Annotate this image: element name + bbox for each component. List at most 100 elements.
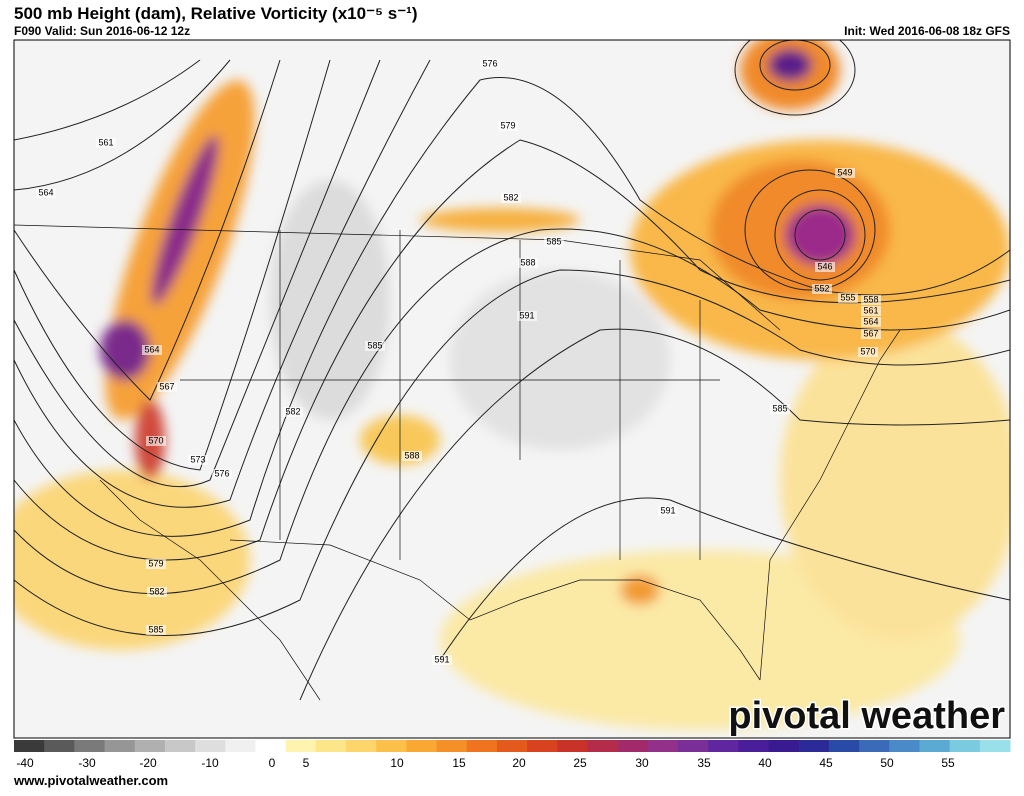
contour-label-bg [402,451,422,461]
colorbar-swatch [617,740,649,752]
contour-label: 588 [520,257,535,267]
contour-label: 555 [840,292,855,302]
contour-label: 573 [190,454,205,464]
colorbar-tick-label: 5 [303,756,310,770]
contour-label: 579 [148,558,163,568]
colorbar-swatch [436,740,468,752]
contour-label-bg [157,382,177,392]
contour-label: 591 [519,310,534,320]
colorbar-tick-label: 25 [573,756,587,770]
watermark: pivotal weather [728,695,1005,737]
contour-label: 588 [404,450,419,460]
contour-label: 582 [149,586,164,596]
contour-label-bg [815,262,835,272]
colorbar-swatch [768,740,800,752]
contour-label-bg [147,587,167,597]
contour-label: 546 [817,261,832,271]
contour-label: 567 [159,381,174,391]
contour-label: 564 [38,187,53,197]
contour-label-bg [861,317,881,327]
colorbar-swatch [315,740,347,752]
colorbar-swatch [134,740,166,752]
contour-label: 564 [144,344,159,354]
contour-label-bg [658,506,678,516]
contour-label: 570 [148,435,163,445]
map-frame [13,39,1011,739]
colorbar-swatch [949,740,981,752]
colorbar-swatch [828,740,860,752]
boundaries [14,224,901,701]
colorbar-tick-label: 20 [512,756,526,770]
contour-label: 558 [863,294,878,304]
colorbar-swatch [587,740,619,752]
contour-label: 552 [814,283,829,293]
colorbar-swatch [738,740,770,752]
colorbar-swatch [557,740,588,752]
colorbar-swatch [678,740,709,752]
colorbar-swatch [406,740,438,752]
colorbar-swatch [527,740,558,752]
footer-url: www.pivotalweather.com [13,773,168,788]
colorbar-swatch [919,740,951,752]
contour-label: 576 [482,58,497,68]
contour-label: 570 [860,346,875,356]
valid-time: F090 Valid: Sun 2016-06-12 12z [14,24,190,38]
contour-label-bg [770,404,790,414]
contour-label-bg [498,121,518,131]
contour-label-bg [146,436,166,446]
contour-label-bg [861,295,881,305]
colorbar-tick-label: -30 [78,756,96,770]
map [14,40,1010,738]
colorbar-tick-label: 10 [390,756,404,770]
colorbar-swatch [889,740,920,752]
contour-label-bg [858,347,878,357]
colorbar-swatch [164,740,196,752]
colorbar-swatch [708,740,739,752]
contour-label: 561 [863,305,878,315]
colorbar-tick-label: 30 [635,756,649,770]
contour-label-bg [861,306,881,316]
colorbar-swatch [496,740,528,752]
contour-label: 579 [500,120,515,130]
contour-label-bg [283,407,303,417]
colorbar-swatch [466,740,498,752]
init-time: Init: Wed 2016-06-08 18z GFS [844,24,1010,38]
colorbar-tick-label: 15 [452,756,466,770]
colorbar: -40 -30 -20 -10 0 5 10 15 20 25 30 35 40 45 50 55 [14,740,1011,770]
colorbar-swatch [285,740,317,752]
contour-label-bg [146,559,166,569]
contour-label-bg [96,138,116,148]
colorbar-swatch [195,740,226,752]
contour-label: 567 [863,328,878,338]
colorbar-swatch [104,740,136,752]
contour-label-bg [146,625,166,635]
colorbar-swatch [74,740,106,752]
contour-label: 576 [214,468,229,478]
contour-label-bg [812,284,832,294]
contour-label: 582 [503,192,518,202]
colorbar-tick-label: 45 [819,756,833,770]
colorbar-swatch [798,740,830,752]
colorbar-tick-label: -40 [16,756,34,770]
contour-label-bg [838,293,858,303]
contour-label-bg [861,329,881,339]
colorbar-tick-label: 35 [697,756,711,770]
colorbar-swatch [14,740,45,752]
contour-label: 549 [837,167,852,177]
contour-label-bg [36,188,56,198]
contour-label-bg [518,258,538,268]
contour-label: 585 [367,340,382,350]
contour-labels: 561 564 564 567 570 573 576 579 582 585 576 579 582 5… [36,58,881,665]
title: 500 mb Height (dam), Relative Vorticity … [14,4,418,23]
colorbar-swatch [979,740,1011,752]
contour-label: 591 [660,505,675,515]
contour-label: 585 [148,624,163,634]
colorbar-swatch [647,740,679,752]
contour-label: 591 [434,654,449,664]
contour-label-bg [501,193,521,203]
contour-label: 585 [546,236,561,246]
colorbar-swatch [376,740,407,752]
contour-label-bg [142,345,162,355]
colorbar-swatch [346,740,377,752]
contour-label: 585 [772,403,787,413]
